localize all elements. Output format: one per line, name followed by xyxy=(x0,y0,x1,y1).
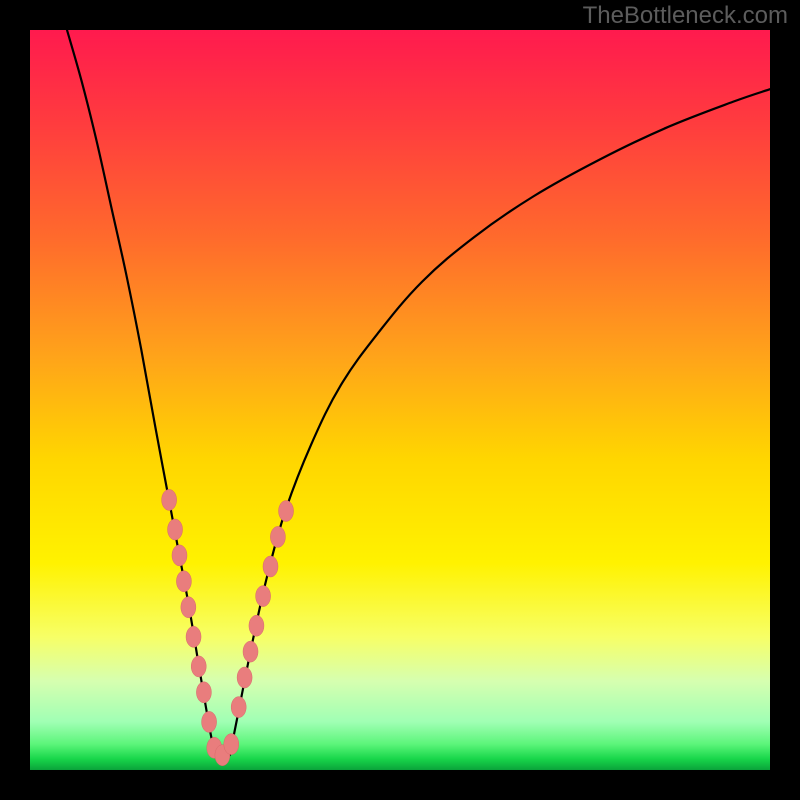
plot-area xyxy=(30,30,770,770)
right-curve xyxy=(230,89,770,755)
marker xyxy=(181,597,196,618)
marker xyxy=(249,615,264,636)
marker xyxy=(263,556,278,577)
marker xyxy=(196,682,211,703)
marker xyxy=(237,667,252,688)
chart-root: TheBottleneck.com xyxy=(0,0,800,800)
plot-svg xyxy=(30,30,770,770)
marker xyxy=(270,526,285,547)
marker xyxy=(176,571,191,592)
marker xyxy=(162,489,177,510)
marker xyxy=(231,697,246,718)
marker xyxy=(172,545,187,566)
marker xyxy=(224,734,239,755)
marker xyxy=(168,519,183,540)
marker xyxy=(202,711,217,732)
marker xyxy=(279,501,294,522)
marker xyxy=(256,586,271,607)
marker xyxy=(186,626,201,647)
marker xyxy=(191,656,206,677)
marker xyxy=(243,641,258,662)
watermark-text: TheBottleneck.com xyxy=(583,2,788,30)
